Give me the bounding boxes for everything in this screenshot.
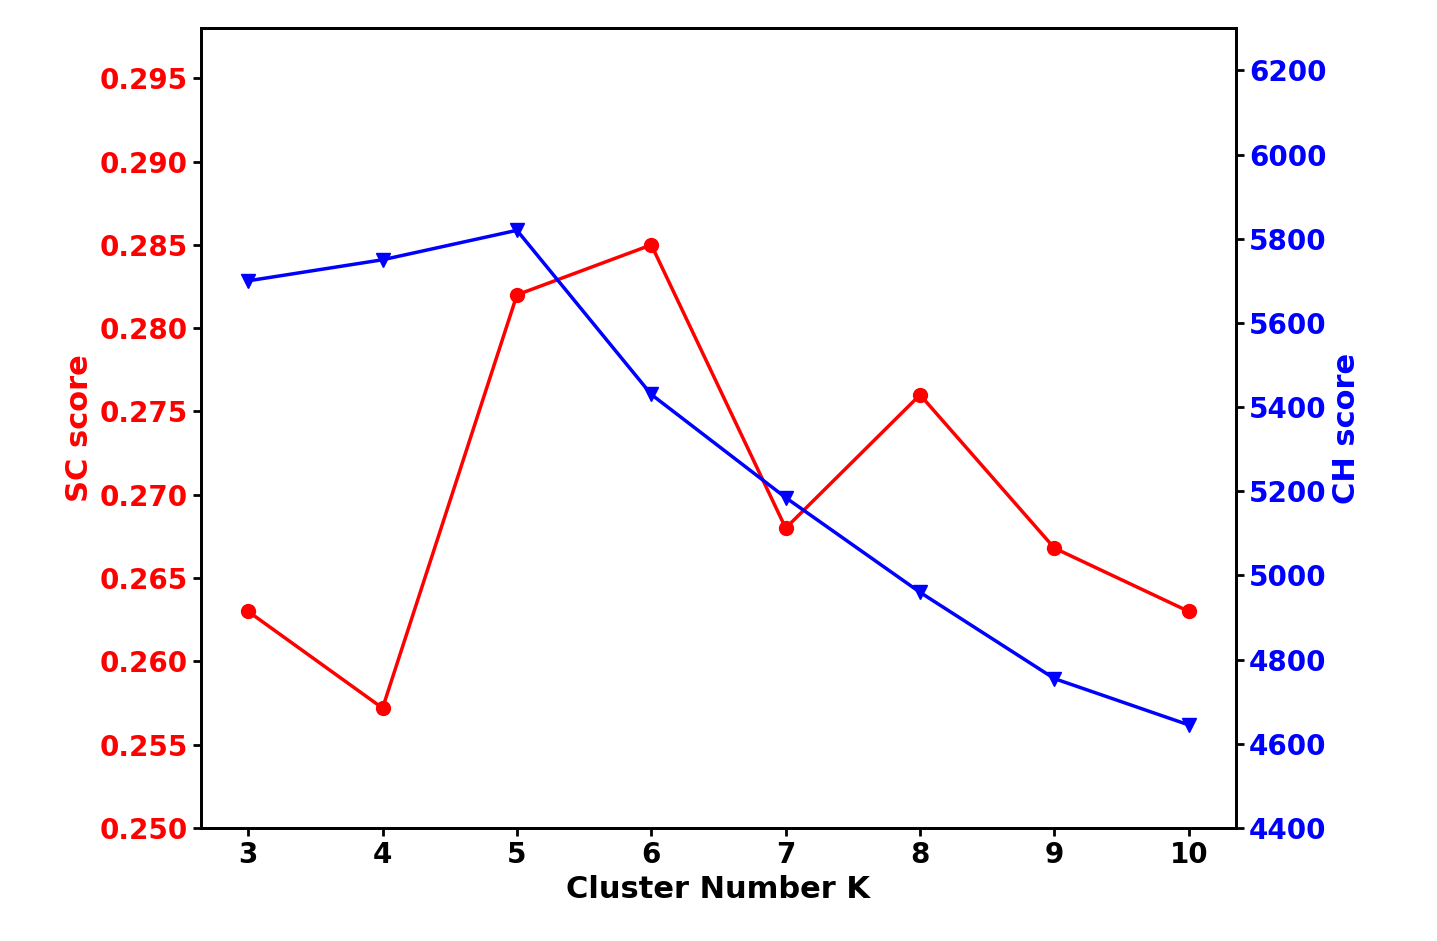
Y-axis label: CH score: CH score [1332,353,1361,503]
Y-axis label: SC score: SC score [65,354,93,502]
X-axis label: Cluster Number K: Cluster Number K [566,875,871,903]
